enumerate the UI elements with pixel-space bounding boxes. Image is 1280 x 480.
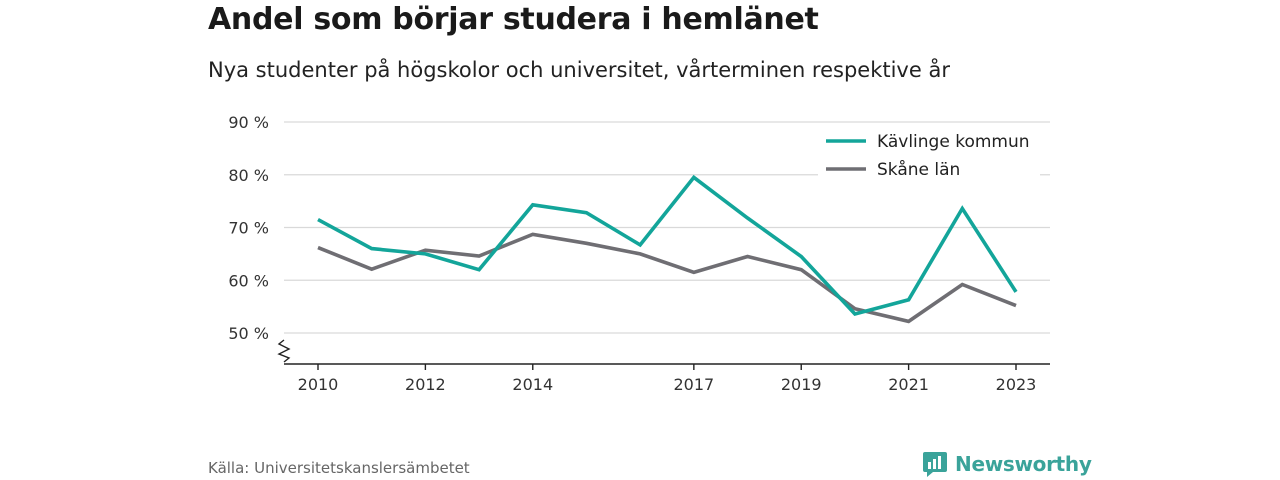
y-axis-ticks: 50 % 60 % 70 % 80 % 90 %: [228, 113, 269, 343]
legend: Kävlinge kommun Skåne län: [818, 126, 1040, 180]
y-tick-label: 70 %: [228, 219, 269, 238]
x-tick-label: 2012: [405, 375, 446, 394]
x-tick-label: 2021: [888, 375, 929, 394]
x-axis-ticks: 2010 2012 2014 2017 2019 2021 2023: [298, 364, 1037, 394]
axis-break-icon: [277, 339, 291, 363]
y-tick-label: 50 %: [228, 324, 269, 343]
y-tick-label: 90 %: [228, 113, 269, 132]
brand-name: Newsworthy: [955, 452, 1092, 476]
x-tick-label: 2019: [781, 375, 822, 394]
series-line: [317, 232, 1017, 324]
newsworthy-logo-icon: [923, 452, 947, 477]
x-tick-label: 2023: [996, 375, 1037, 394]
series-line: [317, 174, 1018, 317]
x-tick-label: 2017: [673, 375, 714, 394]
chart-title: Andel som börjar studera i hemlänet: [208, 2, 819, 37]
x-tick-label: 2010: [298, 375, 339, 394]
line-chart: 50 %60 %70 %80 %90 % 2010 2012 2014 2017 201…: [228, 113, 1050, 394]
legend-label: Kävlinge kommun: [877, 132, 1030, 152]
legend-label: Skåne län: [877, 159, 960, 180]
y-tick-label: 60 %: [228, 271, 269, 290]
series-lines: [317, 174, 1018, 324]
chart-subtitle: Nya studenter på högskolor och universit…: [208, 58, 950, 82]
y-tick-label: 80 %: [228, 166, 269, 185]
x-tick-label: 2014: [512, 375, 553, 394]
source-note: Källa: Universitetskanslersämbetet: [208, 459, 470, 477]
brand: Newsworthy: [922, 450, 1092, 478]
x-axis: [277, 339, 1050, 365]
